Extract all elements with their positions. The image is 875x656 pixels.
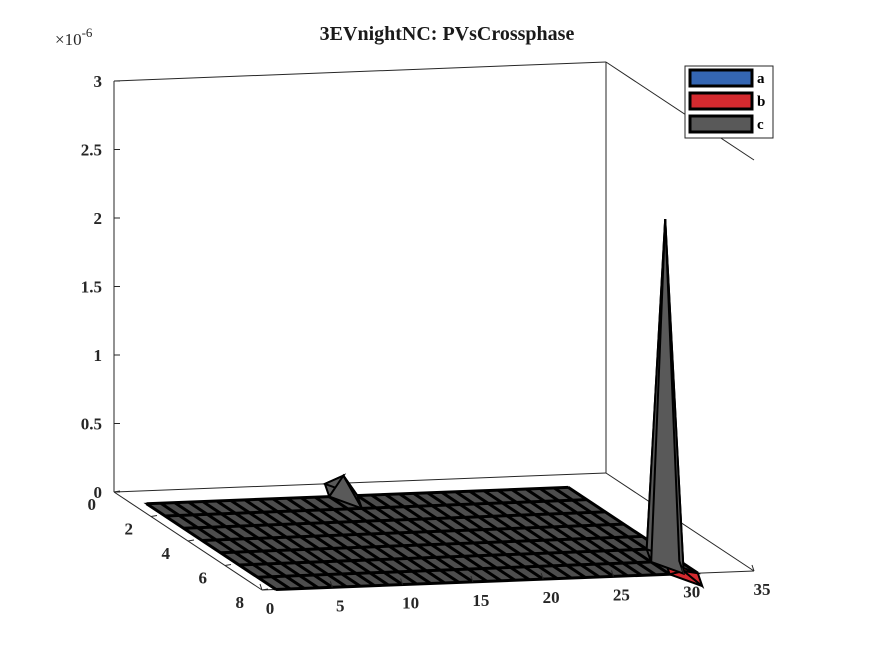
z-tick-label-5: 2.5: [81, 141, 102, 160]
legend-swatch-a: [688, 68, 754, 88]
peak-face-front-right: [664, 218, 685, 575]
x-tick-mark-2: [400, 578, 404, 585]
peak-face-front-right: [342, 475, 363, 509]
surface-grid-x-15: [356, 494, 488, 583]
y-tick-label-1: 2: [125, 520, 134, 539]
y-tick-label-0: 0: [88, 495, 97, 514]
x-tick-label-3: 15: [472, 591, 489, 610]
surface-grid-x-14: [342, 494, 474, 584]
surface-grid-x-19: [412, 492, 544, 581]
x-tick-label-2: 10: [402, 594, 419, 613]
surface-grid-x-26: [511, 488, 643, 577]
z-tick-label-0: 0: [94, 483, 103, 502]
legend-label-c: c: [757, 117, 764, 133]
x-tick-mark-7: [751, 564, 755, 572]
surface-grid-x-28: [539, 487, 671, 576]
surface-grid-x-10: [286, 497, 418, 586]
surface-grid-x-6: [230, 499, 362, 588]
surface-grid-y-2: [183, 510, 606, 530]
z-tick-label-3: 1.5: [81, 278, 102, 297]
x-tick-mark-5: [610, 570, 614, 577]
z-tick-label-2: 1: [94, 346, 103, 365]
surface-grid-y-3: [201, 522, 624, 542]
x-tick-mark-1: [329, 581, 333, 588]
x-tick-label-5: 25: [613, 585, 630, 604]
z-tick-label-1: 0.5: [81, 415, 102, 434]
surface-grid-y-7: [275, 571, 698, 591]
surface-grid-x-1: [159, 501, 291, 591]
peaks: [322, 218, 705, 589]
surface-grid-x-2: [173, 501, 305, 590]
x-tick-label-1: 5: [336, 596, 345, 615]
x-tick-mark-6: [681, 567, 685, 574]
right-top-edge: [605, 61, 755, 161]
peak-b-0: [663, 559, 705, 589]
chart-title: 3EVnightNC: PVsCrossphase: [320, 23, 575, 45]
legend-label-a: a: [757, 71, 765, 87]
x-tick-mark-3: [470, 575, 474, 583]
y-tick-mark-2: [187, 539, 195, 542]
surface-grid-x-18: [398, 492, 530, 581]
y-tick-mark-4: [261, 588, 269, 591]
z-multiplier-exponent: -6: [82, 25, 93, 40]
y-tick-mark-1: [150, 515, 158, 517]
y-tick-mark-3: [224, 564, 232, 566]
surface-grid-x-13: [328, 495, 460, 584]
y-tick-label-2: 4: [162, 544, 171, 563]
z-multiplier-base: ×10: [55, 30, 82, 49]
z-multiplier: ×10-6: [55, 25, 93, 49]
back-bottom-edge: [113, 472, 607, 493]
surface-grid-x-24: [483, 489, 615, 578]
y-tick-mark-0: [113, 490, 121, 493]
y-tick-label-3: 6: [199, 569, 208, 588]
surface-grid-y-5: [238, 547, 661, 567]
surface-grid-x-25: [497, 488, 629, 578]
x-tick-label-4: 20: [543, 588, 560, 607]
y-tick-label-4: 8: [236, 593, 245, 612]
surface-grid-x-21: [440, 491, 573, 580]
surface-grid-x-16: [370, 493, 502, 583]
x-tick-label-6: 30: [683, 583, 700, 602]
surface-grid-x-4: [201, 500, 334, 589]
surface: [143, 485, 701, 591]
peak-c-1: [645, 218, 685, 576]
x-tick-mark-4: [540, 572, 544, 580]
legend-swatch-b: [688, 91, 754, 111]
surface-grid-y-6: [257, 559, 680, 579]
surface-grid-x-22: [454, 490, 587, 579]
legend-label-b: b: [757, 94, 765, 110]
legend: abc: [684, 65, 774, 139]
surface-grid-x-3: [187, 500, 320, 590]
surface-grid-y-4: [220, 534, 643, 555]
z-tick-label-4: 2: [94, 209, 103, 228]
surface-grid-x-27: [525, 487, 657, 577]
surface-grid-x-5: [216, 499, 348, 588]
surface-grid-y-1: [164, 498, 587, 518]
surface-grid-x-9: [272, 497, 404, 586]
x-tick-label-0: 0: [266, 599, 275, 618]
legend-swatch-c: [688, 114, 754, 134]
surface-grid-x-20: [426, 491, 559, 580]
surface-grid-x-0: [145, 502, 277, 591]
peak-face-front-right: [680, 569, 705, 589]
surface-grid-x-11: [300, 496, 432, 585]
surface-grid-x-12: [314, 495, 446, 585]
surface-grid-x-17: [384, 493, 516, 582]
peak-c-0: [322, 473, 365, 511]
x-tick-label-7: 35: [754, 580, 771, 599]
x-tick-mark-0: [259, 583, 263, 591]
back-top-edge: [113, 61, 607, 82]
z-tick-label-6: 3: [94, 72, 103, 91]
surface-grid-x-7: [244, 498, 376, 587]
surface-grid-x-23: [469, 489, 601, 579]
surface-grid-x-8: [258, 498, 390, 587]
